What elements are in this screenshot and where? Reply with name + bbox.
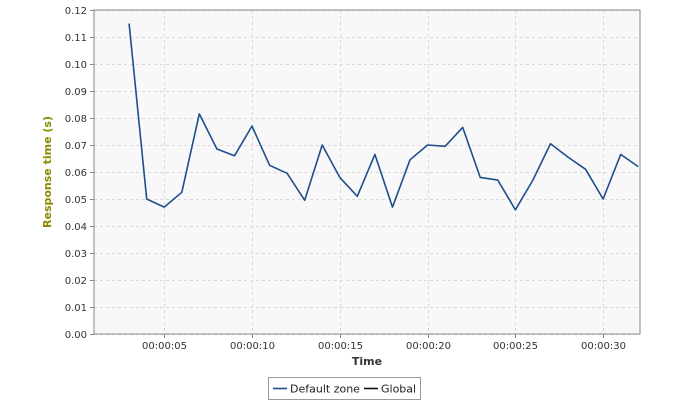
y-axis-title: Response time (s) — [41, 116, 54, 228]
x-tick-label: 00:00:20 — [406, 341, 451, 352]
y-tick-label: 0.10 — [65, 60, 87, 71]
x-tick-label: 00:00:25 — [493, 341, 538, 352]
y-tick-label: 0.03 — [65, 249, 87, 260]
legend-label-default-zone: Default zone — [290, 383, 360, 396]
x-tick-label: 00:00:15 — [318, 341, 363, 352]
legend-label-global: Global — [381, 383, 416, 396]
y-tick-label: 0.02 — [65, 276, 87, 287]
legend: Default zone Global — [269, 378, 421, 400]
y-axis-ticks: 0.00 0.01 0.02 0.03 0.04 0.05 0.06 0.07 0.08 0.09… — [65, 6, 94, 341]
y-tick-label: 0.08 — [65, 114, 87, 125]
x-axis-ticks: 00:00:05 00:00:10 00:00:15 00:00:20 00:00:25… — [142, 334, 626, 352]
y-tick-label: 0.00 — [65, 330, 87, 341]
y-tick-label: 0.09 — [65, 87, 87, 98]
y-tick-label: 0.12 — [65, 6, 87, 17]
y-tick-label: 0.06 — [65, 168, 87, 179]
y-tick-label: 0.11 — [65, 33, 87, 44]
x-tick-label: 00:00:05 — [142, 341, 187, 352]
y-tick-label: 0.07 — [65, 141, 87, 152]
y-tick-label: 0.04 — [65, 222, 87, 233]
y-tick-label: 0.01 — [65, 303, 87, 314]
x-tick-label: 00:00:30 — [581, 341, 626, 352]
x-axis-title: Time — [352, 355, 382, 368]
y-tick-label: 0.05 — [65, 195, 87, 206]
x-tick-label: 00:00:10 — [230, 341, 275, 352]
